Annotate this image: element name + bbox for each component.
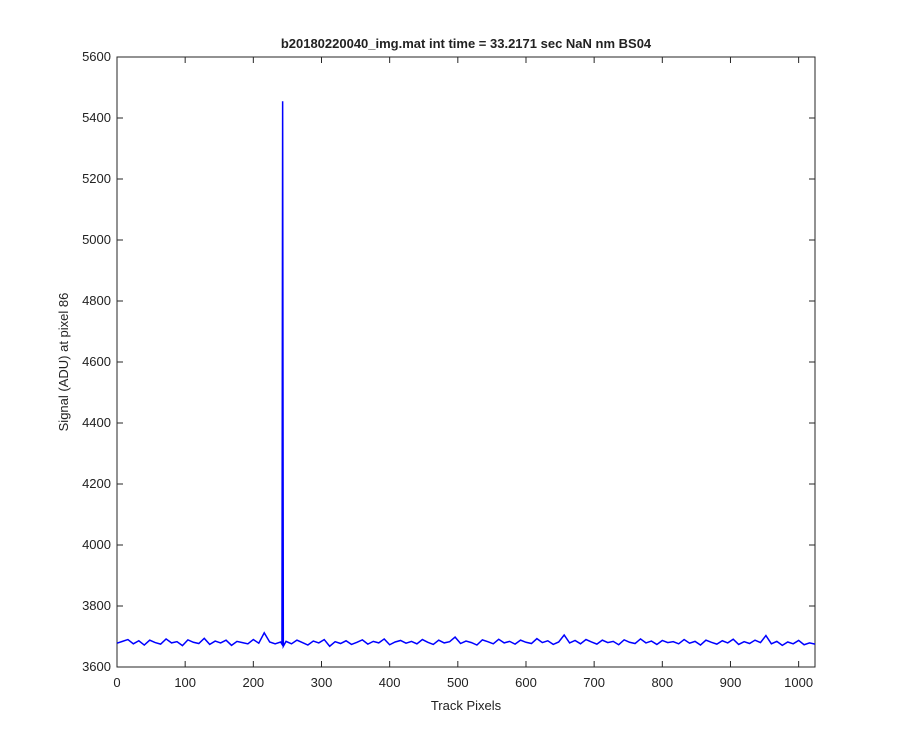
y-tick-label: 4200 [82,476,111,491]
x-axis-label: Track Pixels [431,698,502,713]
chart-title: b20180220040_img.mat int time = 33.2171 … [281,36,652,51]
data-line [116,101,816,650]
x-tick-label: 1000 [784,675,813,690]
y-axis-label: Signal (ADU) at pixel 86 [56,293,71,432]
x-tick-label: 100 [174,675,196,690]
x-tick-label: 600 [515,675,537,690]
x-tick-label: 800 [651,675,673,690]
y-tick-label: 4000 [82,537,111,552]
x-tick-label: 700 [583,675,605,690]
x-tick-label: 500 [447,675,469,690]
y-tick-label: 4400 [82,415,111,430]
y-tick-label: 5200 [82,171,111,186]
x-tick-label: 300 [311,675,333,690]
x-tick-label: 900 [720,675,742,690]
x-tick-label: 400 [379,675,401,690]
y-tick-label: 4600 [82,354,111,369]
y-tick-label: 5000 [82,232,111,247]
y-tick-label: 4800 [82,293,111,308]
y-tick-label: 3800 [82,598,111,613]
y-tick-label: 3600 [82,659,111,674]
x-tick-label: 200 [242,675,264,690]
plot-box [116,56,816,668]
x-tick-label: 0 [113,675,120,690]
y-tick-label: 5400 [82,110,111,125]
y-tick-label: 5600 [82,49,111,64]
